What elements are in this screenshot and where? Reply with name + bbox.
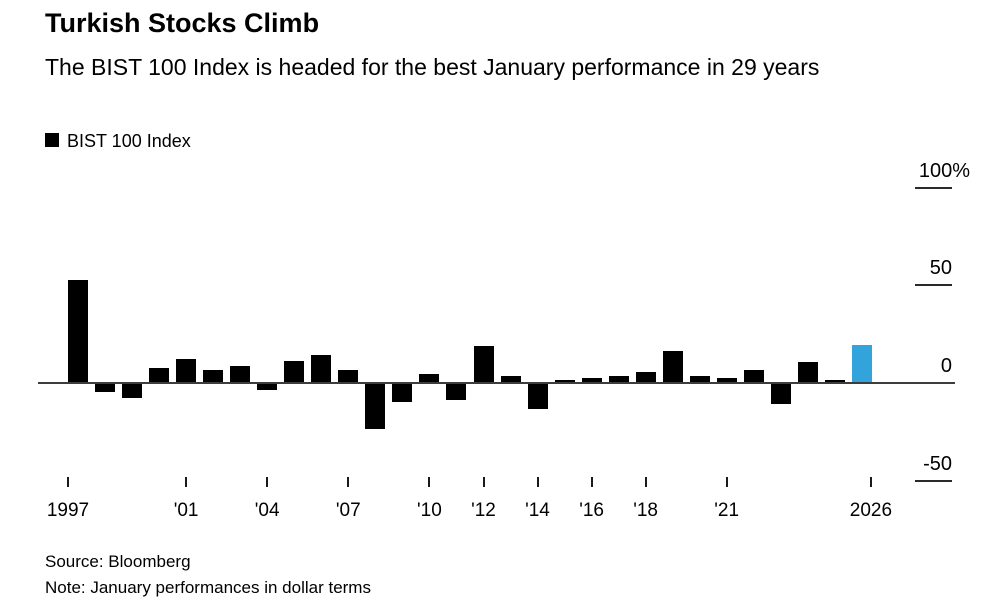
x-axis-label-2018: '18 (633, 500, 658, 521)
x-tick-2007 (347, 477, 350, 487)
x-tick-2018 (644, 477, 647, 487)
x-axis-label-2021: '21 (714, 500, 740, 521)
bar-2019 (662, 350, 683, 382)
bar-2008 (365, 384, 386, 429)
legend-label: BIST 100 Index (67, 131, 191, 151)
x-tick-2026 (869, 477, 872, 487)
bar-2017 (608, 376, 629, 382)
bar-2013 (500, 376, 521, 382)
legend-swatch-icon (45, 133, 59, 147)
x-tick-2004 (266, 477, 269, 487)
y-axis-label-0: 0 (940, 355, 952, 377)
bar-2010 (419, 374, 440, 382)
bar-2007 (338, 370, 359, 382)
bar-2022 (743, 370, 764, 382)
bar-2006 (311, 354, 332, 382)
x-axis-label-2016: '16 (579, 500, 604, 521)
y-gridline-dash-50 (915, 284, 952, 287)
bar-2004 (257, 384, 278, 390)
bar-2023 (770, 384, 791, 404)
bar-2016 (581, 378, 602, 382)
x-axis-label-2014: '14 (525, 500, 550, 521)
x-tick-2014 (536, 477, 539, 487)
x-tick-2001 (185, 477, 188, 487)
bar-2000 (149, 368, 170, 382)
x-axis-label-2001: '01 (173, 500, 199, 521)
chart-footer: Source: Bloomberg Note: January performa… (45, 549, 371, 601)
x-tick-1997 (67, 477, 69, 487)
y-axis-label--50: -50 (923, 452, 952, 475)
bar-2025 (824, 380, 845, 382)
bar-2005 (284, 360, 305, 382)
x-axis-label-2007: '07 (335, 500, 361, 521)
bar-2018 (635, 372, 656, 382)
bar-2002 (203, 370, 224, 382)
page-title: Turkish Stocks Climb (45, 8, 320, 38)
bar-2001 (176, 358, 197, 382)
x-axis-label-2026: 2026 (849, 500, 893, 521)
x-axis-label-2012: '12 (471, 500, 496, 521)
y-axis-label-100: 100% (918, 159, 970, 182)
legend: BIST 100 Index (45, 131, 191, 151)
bar-2024 (797, 362, 818, 382)
bar-2009 (392, 384, 413, 402)
bar-1998 (95, 384, 115, 392)
x-axis-label-1997: 1997 (46, 500, 90, 521)
bar-2026 (851, 344, 872, 382)
bar-2021 (716, 378, 737, 382)
x-tick-2010 (428, 477, 431, 487)
x-axis-label-2004: '04 (254, 500, 280, 521)
x-tick-2012 (482, 477, 485, 487)
bar-2014 (527, 384, 548, 410)
x-tick-2021 (725, 477, 728, 487)
y-axis-label-50: 50 (929, 257, 952, 280)
x-axis-zero-line (38, 382, 955, 384)
bar-2011 (446, 384, 467, 400)
x-tick-2016 (590, 477, 593, 487)
y-gridline-dash--50 (915, 479, 952, 482)
chart-subtitle: The BIST 100 Index is headed for the bes… (45, 54, 820, 80)
x-axis-label-2010: '10 (417, 500, 442, 521)
bar-2015 (554, 380, 575, 382)
bar-2012 (473, 345, 494, 382)
note-line: Note: January performances in dollar ter… (45, 578, 371, 597)
bar-1997 (68, 280, 88, 382)
source-line: Source: Bloomberg (45, 552, 191, 571)
y-gridline-dash-100 (915, 186, 952, 189)
bar-1999 (122, 384, 143, 398)
bar-2003 (230, 366, 251, 382)
bar-2020 (689, 376, 710, 382)
